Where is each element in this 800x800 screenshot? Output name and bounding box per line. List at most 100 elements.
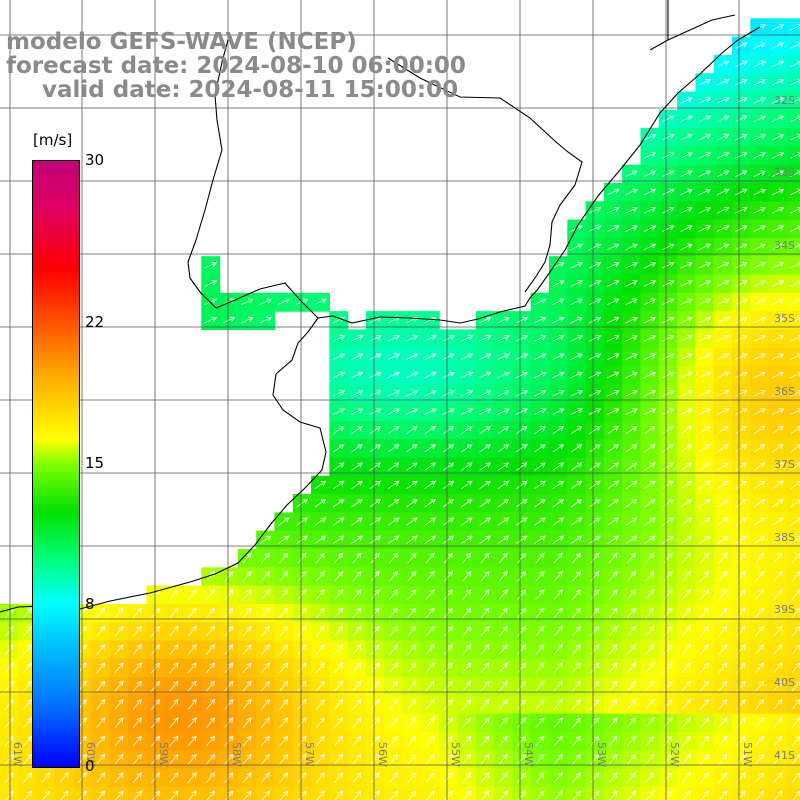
wind-arrow xyxy=(662,535,674,544)
wind-arrow xyxy=(442,444,455,453)
wind-cell xyxy=(420,567,440,587)
wind-arrow xyxy=(388,607,399,619)
wind-cell xyxy=(475,457,495,477)
wind-arrow xyxy=(570,353,584,360)
wind-arrow xyxy=(334,680,344,692)
wind-cell xyxy=(475,677,495,696)
wind-cell xyxy=(713,750,733,770)
wind-arrow xyxy=(644,499,656,508)
wind-arrow xyxy=(114,735,124,747)
wind-cell xyxy=(420,530,440,550)
wind-arrow xyxy=(773,698,783,710)
wind-arrow xyxy=(169,680,179,692)
wind-arrow xyxy=(241,298,254,306)
wind-arrow xyxy=(350,390,364,397)
wind-arrow xyxy=(716,97,730,104)
wind-cell xyxy=(494,786,513,800)
wind-arrow xyxy=(297,698,307,710)
wind-cell xyxy=(329,713,349,733)
wind-cell xyxy=(420,439,440,459)
wind-cell xyxy=(750,640,770,660)
wind-cell xyxy=(219,713,239,733)
wind-arrow xyxy=(388,589,399,600)
wind-cell xyxy=(439,713,459,733)
wind-arrow xyxy=(332,480,345,490)
wind-arrow xyxy=(571,698,582,710)
wind-cell xyxy=(457,603,477,623)
wind-cell xyxy=(786,366,800,385)
wind-arrow xyxy=(552,408,565,415)
wind-arrow xyxy=(370,717,380,729)
wind-arrow xyxy=(424,517,437,526)
wind-arrow xyxy=(625,170,638,177)
wind-arrow xyxy=(132,662,142,674)
wind-cell xyxy=(347,530,367,550)
wind-cell xyxy=(439,750,459,770)
wind-cell xyxy=(658,457,678,477)
wind-arrow xyxy=(406,535,418,544)
wind-cell xyxy=(585,457,605,477)
wind-cell xyxy=(384,677,404,696)
wind-arrow xyxy=(663,735,673,747)
wind-arrow xyxy=(661,298,675,306)
wind-arrow xyxy=(626,680,637,692)
wind-cell xyxy=(695,622,715,642)
lon-label: 58W xyxy=(230,742,243,767)
wind-cell xyxy=(658,549,678,568)
wind-cell xyxy=(128,677,147,696)
wind-cell xyxy=(274,530,294,550)
wind-arrow xyxy=(535,662,545,674)
uruguay-border xyxy=(387,57,583,293)
wind-arrow xyxy=(22,698,33,710)
wind-arrow xyxy=(607,298,620,306)
wind-cell xyxy=(677,768,696,788)
wind-cell xyxy=(512,713,532,733)
wind-arrow xyxy=(462,607,472,619)
wind-arrow xyxy=(533,353,547,360)
wind-arrow xyxy=(297,607,307,619)
wind-cell xyxy=(567,713,587,733)
wind-cell xyxy=(146,640,166,660)
wind-arrow xyxy=(645,552,655,564)
wind-arrow xyxy=(497,408,510,415)
wind-cell xyxy=(603,713,623,733)
wind-cell xyxy=(750,658,770,678)
wind-arrow xyxy=(96,772,106,783)
wind-arrow xyxy=(643,316,657,324)
wind-cell xyxy=(366,695,385,715)
wind-cell xyxy=(347,512,367,532)
wind-cell xyxy=(274,640,294,660)
wind-cell xyxy=(640,732,660,751)
wind-arrow xyxy=(534,462,546,471)
wind-arrow xyxy=(661,115,675,123)
wind-cell xyxy=(530,475,550,495)
wind-arrow xyxy=(151,662,161,674)
wind-arrow xyxy=(242,662,252,674)
wind-arrow xyxy=(260,552,271,564)
wind-arrow xyxy=(681,662,691,674)
wind-arrow xyxy=(644,444,656,453)
wind-arrow xyxy=(661,390,675,397)
wind-arrow xyxy=(698,115,712,123)
wind-cell xyxy=(402,658,422,678)
wind-cell xyxy=(494,420,513,440)
wind-arrow xyxy=(224,680,234,692)
wind-cell xyxy=(768,585,788,605)
wind-arrow xyxy=(698,298,712,306)
wind-cell xyxy=(622,677,642,696)
wind-arrow xyxy=(773,607,783,619)
wind-cell xyxy=(567,640,587,660)
wind-cell xyxy=(585,622,605,642)
wind-cell xyxy=(54,786,74,800)
wind-cell xyxy=(311,494,330,513)
wind-cell xyxy=(786,91,800,111)
wind-arrow xyxy=(517,717,527,729)
wind-cell xyxy=(457,475,477,495)
wind-arrow xyxy=(169,625,179,637)
wind-arrow xyxy=(462,753,472,765)
wind-cell xyxy=(549,457,568,477)
wind-arrow xyxy=(698,462,711,471)
wind-arrow xyxy=(700,680,710,692)
wind-cell xyxy=(585,768,605,788)
